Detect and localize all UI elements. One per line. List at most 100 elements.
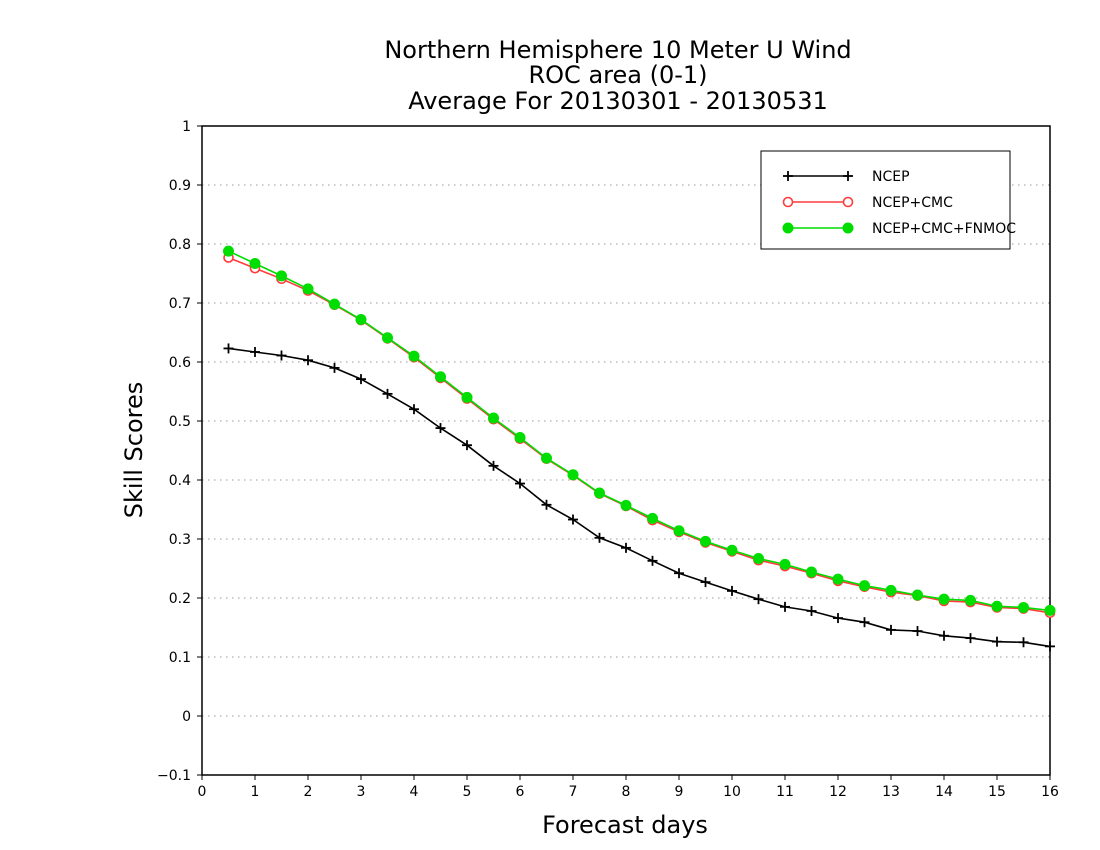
series-line <box>228 347 1051 648</box>
x-tick-label: 15 <box>988 784 1006 800</box>
series-layer <box>223 245 1056 652</box>
x-tick-label: 7 <box>569 784 578 800</box>
series-ncep <box>223 343 1055 652</box>
data-point <box>435 371 446 383</box>
data-point <box>462 440 472 451</box>
legend-label: NCEP+CMC+FNMOC <box>872 221 1016 237</box>
data-point <box>647 555 658 566</box>
y-tick-label: 0.7 <box>169 296 191 312</box>
y-axis-label: Skill Scores <box>120 382 148 519</box>
data-point <box>303 355 313 366</box>
data-point <box>409 404 419 415</box>
y-tick-label: 0.6 <box>169 355 191 371</box>
data-point <box>859 580 870 592</box>
data-point <box>329 362 340 373</box>
data-point <box>647 512 658 524</box>
data-point <box>249 257 261 269</box>
data-point <box>541 499 552 510</box>
data-point <box>912 589 923 601</box>
x-tick-label: 16 <box>1041 784 1059 800</box>
data-point <box>859 617 870 628</box>
legend-marker <box>782 222 794 234</box>
data-point <box>1045 641 1055 652</box>
x-tick-label: 0 <box>198 784 207 800</box>
data-point <box>223 245 234 257</box>
data-point <box>674 568 684 579</box>
data-point <box>965 633 976 644</box>
data-point <box>912 626 923 637</box>
x-tick-label: 11 <box>776 784 794 800</box>
axis-ticks: −0.100.10.20.30.40.50.60.70.80.910 1 2 3 4 5 6… <box>157 119 1059 800</box>
data-point <box>621 542 631 553</box>
legend-marker <box>842 222 854 234</box>
data-point <box>753 552 764 564</box>
x-tick-label: 6 <box>516 784 525 800</box>
data-point <box>355 314 367 326</box>
legend-marker <box>842 196 854 208</box>
data-point <box>832 573 844 585</box>
x-tick-label: 2 <box>304 784 313 800</box>
data-point <box>700 577 711 588</box>
legend-entry: NCEP+CMC <box>782 195 953 211</box>
data-point <box>938 593 950 605</box>
x-tick-label: 5 <box>463 784 472 800</box>
x-axis-label: Forecast days <box>542 811 708 839</box>
y-tick-label: 1 <box>182 119 191 135</box>
legend-box <box>760 150 1011 250</box>
data-point <box>250 346 260 357</box>
data-point <box>620 499 632 511</box>
data-point <box>1018 601 1029 613</box>
data-point <box>727 585 737 596</box>
chart-title: Northern Hemisphere 10 Meter U Wind ROC … <box>384 36 851 115</box>
x-tick-label: 9 <box>675 784 684 800</box>
title-line-3: Average For 20130301 - 20130531 <box>408 87 828 115</box>
x-tick-label: 12 <box>829 784 847 800</box>
legend-entry: NCEP <box>783 169 910 185</box>
series-ncep-cmc-fnmoc <box>223 245 1056 616</box>
data-point <box>753 594 764 605</box>
x-tick-label: 13 <box>882 784 900 800</box>
data-point <box>594 487 605 499</box>
data-point <box>886 624 896 635</box>
data-point <box>1018 637 1029 648</box>
x-tick-label: 3 <box>357 784 366 800</box>
data-point <box>541 452 552 464</box>
y-tick-label: 0.8 <box>169 237 191 253</box>
data-point <box>939 630 949 641</box>
data-point <box>276 350 287 361</box>
x-tick-label: 8 <box>622 784 631 800</box>
y-tick-label: 0 <box>182 709 191 725</box>
data-point <box>461 391 473 403</box>
data-point <box>408 350 420 362</box>
y-tick-label: 0.4 <box>169 473 191 489</box>
data-point <box>276 270 287 282</box>
data-point <box>514 432 526 444</box>
data-point <box>567 469 579 481</box>
data-point <box>780 601 790 612</box>
data-point <box>568 514 578 525</box>
data-point <box>885 584 897 596</box>
title-line-2: ROC area (0-1) <box>528 61 707 89</box>
data-point <box>329 298 340 310</box>
legend-label: NCEP <box>872 169 910 185</box>
x-tick-label: 4 <box>410 784 419 800</box>
data-point <box>700 535 711 547</box>
grid <box>202 184 1050 717</box>
series-ncep-cmc <box>223 252 1056 619</box>
data-point <box>806 605 817 616</box>
x-tick-label: 14 <box>935 784 953 800</box>
y-tick-label: 0.5 <box>169 414 191 430</box>
legend-marker <box>782 196 794 208</box>
series-line <box>228 250 1051 612</box>
y-tick-label: 0.1 <box>169 650 191 666</box>
data-point <box>594 532 605 543</box>
data-point <box>806 566 817 578</box>
series-line <box>228 256 1051 614</box>
y-tick-label: 0.2 <box>169 591 191 607</box>
legend-entry: NCEP+CMC+FNMOC <box>782 221 1016 237</box>
data-point <box>302 283 314 295</box>
data-point <box>1044 604 1056 616</box>
data-point <box>488 412 499 424</box>
y-tick-label: 0.9 <box>169 178 191 194</box>
y-tick-label: −0.1 <box>157 768 191 784</box>
